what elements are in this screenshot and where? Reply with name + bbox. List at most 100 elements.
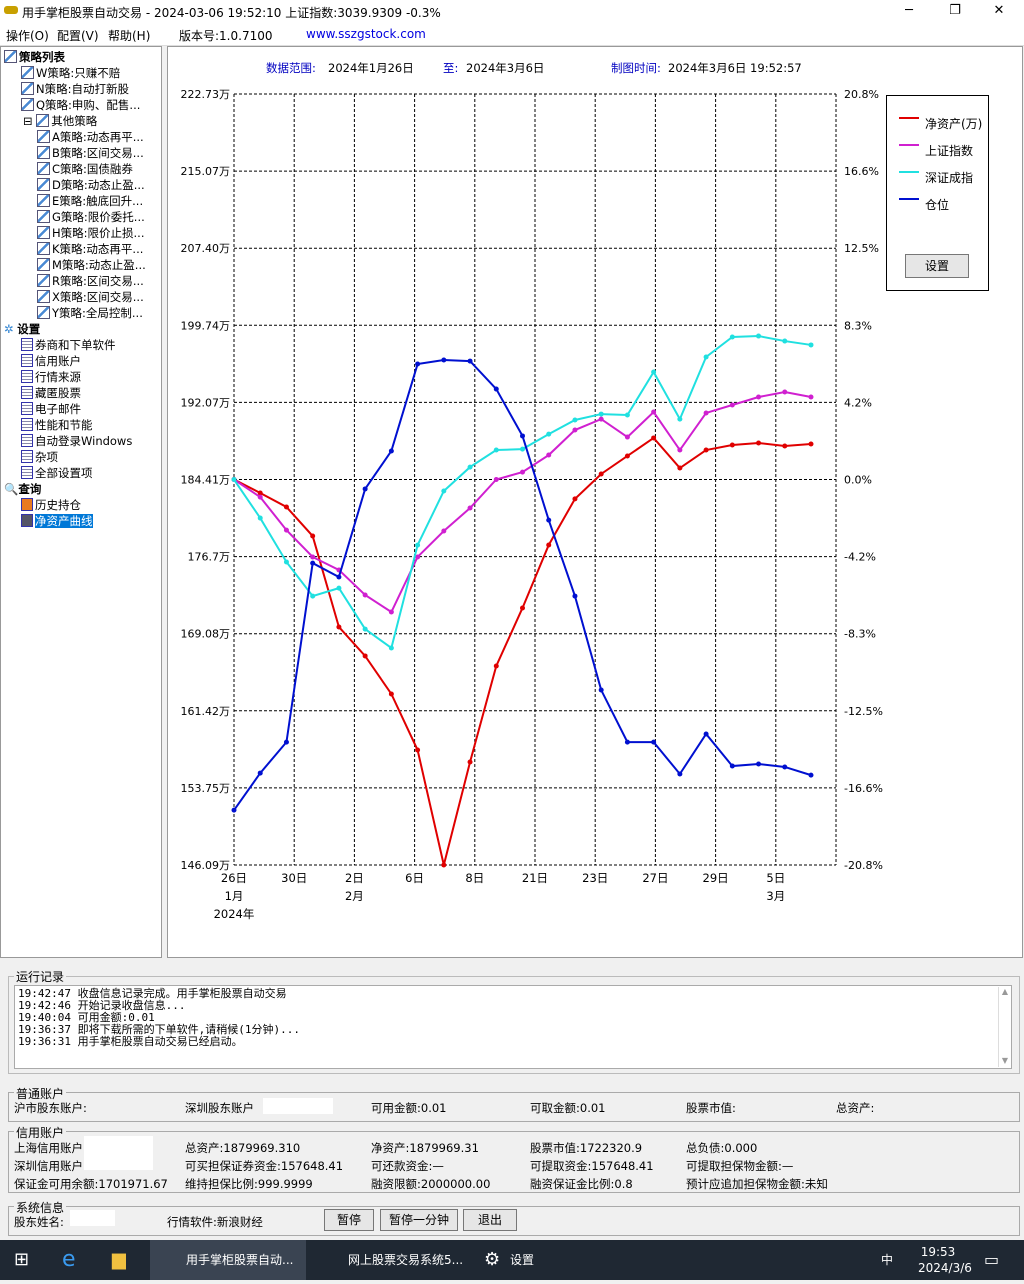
tree-other-strategies[interactable]: ⊟ 其他策略 xyxy=(23,114,98,128)
tree-other-item[interactable]: X策略:区间交易... xyxy=(37,289,144,305)
document-icon xyxy=(21,354,33,367)
legend-label: 仓位 xyxy=(925,198,950,212)
tree-settings[interactable]: ✲ 设置 xyxy=(4,322,41,336)
tree-other-item[interactable]: B策略:区间交易... xyxy=(37,145,144,161)
start-icon[interactable]: ⊞ xyxy=(14,1249,30,1270)
credit-field: 可提取担保物金额:— xyxy=(686,1159,794,1173)
menu-operate[interactable]: 操作(O) xyxy=(6,29,49,43)
tree-strategy-item[interactable]: W策略:只赚不赔 xyxy=(21,65,120,81)
y-right-tick-label: 0.0% xyxy=(844,474,872,487)
tree-other-item[interactable]: M策略:动态止盈... xyxy=(37,257,146,273)
data-point xyxy=(467,464,473,470)
credit-field: 深圳信用账户 xyxy=(14,1159,83,1173)
strategy-icon xyxy=(37,146,50,159)
close-button[interactable]: ✕ xyxy=(993,3,1005,18)
window-title: 用手掌柜股票自动交易 - 2024-03-06 19:52:10 上证指数:30… xyxy=(22,6,441,20)
tree-settings-item[interactable]: 电子邮件 xyxy=(21,401,81,417)
legend-swatch xyxy=(899,171,919,173)
credit-account-values xyxy=(84,1136,153,1170)
data-point xyxy=(756,333,762,339)
data-point xyxy=(520,605,525,611)
data-point xyxy=(677,447,683,453)
credit-field: 总资产:1879969.310 xyxy=(185,1141,301,1155)
tree-settings-item[interactable]: 行情来源 xyxy=(21,369,81,385)
legend-swatch xyxy=(899,117,919,119)
strategy-icon xyxy=(21,98,34,111)
document-icon xyxy=(21,338,33,351)
website-link[interactable]: www.sszgstock.com xyxy=(306,27,426,41)
credit-field: 保证金可用余额:1701971.67 xyxy=(14,1177,168,1191)
pause-minute-button[interactable]: 暂停一分钟 xyxy=(380,1209,458,1231)
taskbar-app-settings[interactable]: 设置 xyxy=(510,1253,535,1267)
clock-time[interactable]: 19:53 xyxy=(920,1245,956,1259)
credit-account-title: 信用账户 xyxy=(14,1124,67,1141)
folder-icon[interactable]: ▆ xyxy=(112,1249,126,1270)
log-box[interactable]: 19:42:47 收盘信息记录完成。用手掌柜股票自动交易 19:42:46 开始记… xyxy=(14,985,1012,1069)
ie-icon[interactable]: e xyxy=(62,1247,76,1272)
ime-indicator[interactable]: 中 xyxy=(881,1253,894,1267)
tree-other-item[interactable]: D策略:动态止盈... xyxy=(37,177,145,193)
data-point xyxy=(336,585,342,591)
folder-icon xyxy=(36,114,50,127)
tree-other-item[interactable]: C策略:国债融券 xyxy=(37,161,133,177)
data-point xyxy=(283,504,289,510)
tree-other-item[interactable]: K策略:动态再平... xyxy=(37,241,143,257)
y-left-tick-label: 161.42万 xyxy=(181,705,231,718)
tree-other-item[interactable]: H策略:限价止损... xyxy=(37,225,145,241)
tree-settings-item[interactable]: 全部设置项 xyxy=(21,465,93,481)
tree-other-item[interactable]: A策略:动态再平... xyxy=(37,129,144,145)
tree-settings-item[interactable]: 性能和节能 xyxy=(21,417,93,433)
tree-settings-item[interactable]: 信用账户 xyxy=(21,353,81,369)
menu-help[interactable]: 帮助(H) xyxy=(108,29,151,43)
tree-query-item[interactable]: 历史持仓 xyxy=(21,497,81,513)
tree-settings-item[interactable]: 自动登录Windows xyxy=(21,433,132,449)
log-scrollbar[interactable]: ▲ ▼ xyxy=(998,987,1011,1067)
tree-query-item[interactable]: 净资产曲线 xyxy=(21,513,93,529)
y-right-tick-label: 8.3% xyxy=(844,319,872,332)
x-tick-label: 2024年 xyxy=(214,907,255,921)
data-point xyxy=(677,771,683,777)
data-point xyxy=(624,434,630,440)
tree-strategy-item[interactable]: N策略:自动打新股 xyxy=(21,81,129,97)
x-tick-label: 2日 xyxy=(345,871,364,885)
tree-other-item[interactable]: Y策略:全局控制... xyxy=(37,305,143,321)
tree-query[interactable]: 🔍查询 xyxy=(4,482,42,496)
tree-settings-item[interactable]: 杂项 xyxy=(21,449,58,465)
tree-settings-item[interactable]: 藏匿股票 xyxy=(21,385,81,401)
data-point xyxy=(703,354,709,360)
clock-date[interactable]: 2024/3/6 xyxy=(918,1261,972,1275)
tree-other-item[interactable]: G策略:限价委托... xyxy=(37,209,145,225)
data-point xyxy=(388,645,394,651)
strategy-icon xyxy=(37,290,50,303)
holder-name-value xyxy=(70,1210,115,1226)
tree-other-item[interactable]: R策略:区间交易... xyxy=(37,273,144,289)
minimize-button[interactable]: ─ xyxy=(905,3,913,18)
y-right-tick-label: -20.8% xyxy=(844,859,883,872)
pause-button[interactable]: 暂停 xyxy=(324,1209,374,1231)
taskbar-app-1[interactable]: 用手掌柜股票自动... xyxy=(150,1240,306,1280)
tree-settings-item[interactable]: 券商和下单软件 xyxy=(21,337,116,353)
data-point xyxy=(756,761,762,767)
system-info-title: 系统信息 xyxy=(14,1199,67,1216)
chart-settings-button[interactable]: 设置 xyxy=(905,254,969,278)
data-point xyxy=(467,505,473,511)
data-point xyxy=(729,442,735,448)
data-point xyxy=(782,764,788,770)
range-end: 2024年3月6日 xyxy=(466,61,545,75)
x-tick-label: 6日 xyxy=(405,871,424,885)
strategy-icon xyxy=(37,242,50,255)
exit-button[interactable]: 退出 xyxy=(463,1209,517,1231)
data-point xyxy=(572,417,578,423)
tree-strategy-item[interactable]: Q策略:申购、配售... xyxy=(21,97,140,113)
taskbar-app-2[interactable]: 网上股票交易系统5... xyxy=(348,1253,464,1267)
tree-other-item[interactable]: E策略:触底回升... xyxy=(37,193,143,209)
tree-strategy-list[interactable]: 策略列表 xyxy=(4,49,65,65)
notification-icon[interactable]: ▭ xyxy=(984,1250,1000,1269)
data-point xyxy=(283,739,289,745)
maximize-button[interactable]: ❐ xyxy=(949,3,961,18)
legend-label: 净资产(万) xyxy=(925,117,983,131)
menu-config[interactable]: 配置(V) xyxy=(57,29,99,43)
credit-field: 上海信用账户 xyxy=(14,1141,83,1155)
strategy-icon xyxy=(37,178,50,191)
credit-field: 融资限额:2000000.00 xyxy=(371,1177,491,1191)
